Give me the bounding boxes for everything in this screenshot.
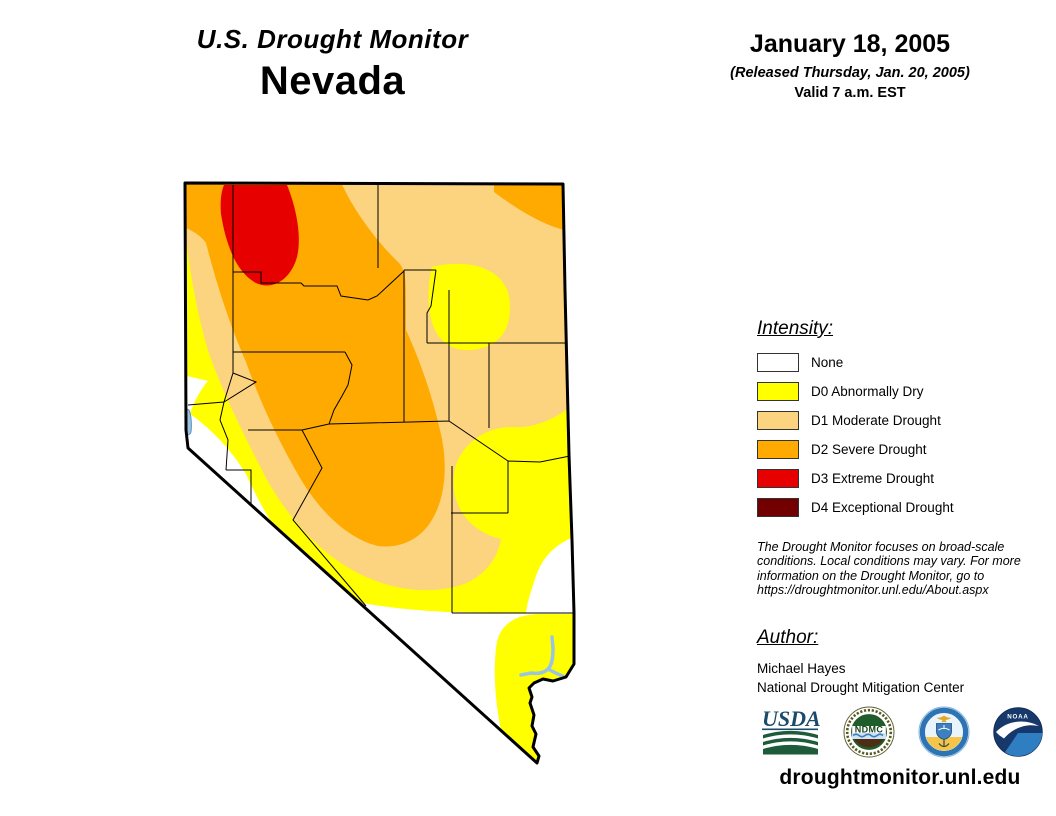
region-title: Nevada	[259, 59, 406, 103]
ndmc-water-band	[852, 733, 886, 739]
legend-item-none: None	[757, 353, 1056, 372]
page-title: U.S. Drought Monitor	[196, 24, 469, 54]
county-boundaries	[187, 185, 574, 614]
legend-swatch-d4	[757, 498, 799, 517]
released-date: (Released Thursday, Jan. 20, 2005)	[730, 65, 970, 81]
disclaimer-line: information on the Drought Monitor, go t…	[757, 568, 985, 583]
legend-label: D4 Exceptional Drought	[811, 500, 954, 515]
usda-underline	[762, 728, 818, 731]
author-org: National Drought Mitigation Center	[757, 680, 965, 695]
disclaimer-line: The Drought Monitor focuses on broad-sca…	[757, 540, 1005, 554]
region-d0-southeast	[494, 614, 574, 763]
doc-shield	[936, 723, 952, 740]
disclaimer-note: The Drought Monitor focuses on broad-sca…	[757, 540, 1056, 598]
date-block: January 18, 2005 (Released Thursday, Jan…	[710, 30, 990, 101]
site-url: droughtmonitor.unl.edu	[779, 766, 1021, 789]
noaa-seagull	[996, 721, 1039, 739]
ndmc-soil	[854, 739, 884, 748]
legend-label: D2 Severe Drought	[811, 442, 927, 457]
ndmc-logo: NDMC	[843, 706, 895, 758]
legend-item-d2: D2 Severe Drought	[757, 440, 1056, 459]
header: U.S. Drought Monitor Nevada	[155, 24, 510, 104]
doc-ring	[919, 707, 969, 757]
legend-item-d1: D1 Moderate Drought	[757, 411, 1056, 430]
legend-swatch-d1	[757, 411, 799, 430]
legend-item-d4: D4 Exceptional Drought	[757, 498, 1056, 517]
noaa-logo-text: NOAA	[1007, 714, 1028, 721]
region-d3	[220, 185, 299, 286]
commerce-seal-logo	[918, 706, 970, 758]
map-date: January 18, 2005	[749, 30, 951, 58]
ndmc-ring-text	[845, 708, 893, 756]
usda-field-stripe	[763, 730, 818, 739]
legend-swatch-none	[757, 353, 799, 372]
legend-swatch-d3	[757, 469, 799, 488]
legend-swatch-d0	[757, 382, 799, 401]
legend-swatch-d2	[757, 440, 799, 459]
author-block: Author: Michael Hayes National Drought M…	[757, 627, 1056, 697]
noaa-light-sector	[1005, 733, 1043, 757]
usda-field-stripe	[763, 737, 818, 746]
noaa-logo: NOAA	[993, 707, 1043, 757]
usda-field-stripe	[763, 744, 818, 755]
legend-label: D0 Abnormally Dry	[811, 384, 924, 399]
author-name: Michael Hayes	[757, 661, 846, 676]
author-heading: Author:	[757, 627, 819, 648]
valid-time: Valid 7 a.m. EST	[794, 85, 906, 101]
intensity-legend: Intensity: None D0 Abnormally Dry D1 Mod…	[757, 318, 1056, 527]
usda-logo-text: USDA	[762, 709, 820, 731]
region-d2-northeast	[494, 184, 564, 230]
ndmc-wave	[852, 733, 884, 738]
ndmc-text-band	[852, 726, 886, 733]
state-outline	[183, 181, 576, 765]
legend-item-d3: D3 Extreme Drought	[757, 469, 1056, 488]
usda-logo: USDA	[762, 709, 820, 755]
disclaimer-line: conditions. Local conditions may vary. F…	[757, 554, 1021, 569]
legend-heading: Intensity:	[757, 318, 834, 339]
legend-label: None	[811, 355, 844, 370]
doc-eagle	[936, 715, 952, 723]
disclaimer-line: https://droughtmonitor.unl.edu/About.asp…	[757, 583, 989, 598]
legend-item-d0: D0 Abnormally Dry	[757, 382, 1056, 401]
agency-logos: USDA NDMC	[762, 706, 1043, 758]
legend-label: D1 Moderate Drought	[811, 413, 941, 428]
doc-anchor-fluke	[938, 743, 950, 748]
ndmc-logo-text: NDMC	[855, 724, 884, 734]
legend-label: D3 Extreme Drought	[811, 471, 935, 486]
